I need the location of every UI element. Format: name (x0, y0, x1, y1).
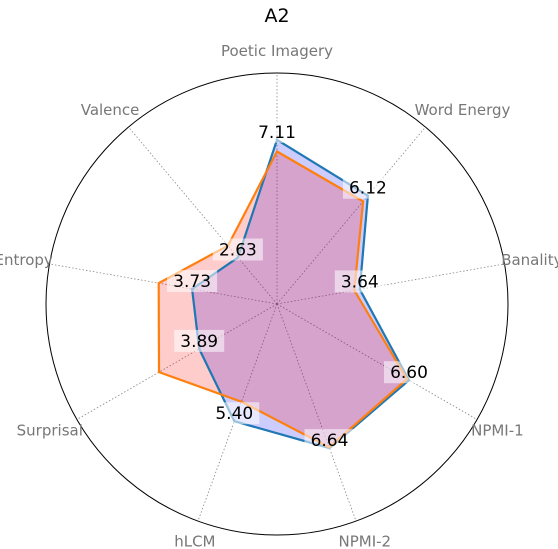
spoke-surprisal (76, 303, 278, 420)
value-label-poetic-imagery: 7.11 (252, 120, 302, 143)
chart-title: A2 (264, 5, 289, 27)
value-label-npmi-2: 6.64 (304, 429, 355, 452)
axis-label-npmi-1: NPMI-1 (471, 422, 524, 440)
series-2-line (157, 149, 409, 449)
series-2-area (158, 151, 407, 448)
value-label-box (252, 120, 302, 143)
value-label-text: 3.64 (341, 272, 379, 292)
value-label-box (334, 270, 385, 293)
value-label-entropy: 3.73 (167, 270, 218, 292)
value-label-text: 7.11 (258, 123, 296, 143)
axis-label-banality: Banality (501, 251, 558, 269)
value-label-box (342, 176, 393, 199)
value-labels: 7.11 6.12 3.64 6.60 6.64 5.40 3.89 3.73 2.63 (167, 120, 434, 452)
spoke-word-energy (276, 126, 426, 305)
axis-label-npmi-2: NPMI-2 (339, 533, 392, 549)
value-label-surprisal: 3.89 (174, 329, 225, 352)
spoke-entropy (49, 263, 278, 305)
value-label-text: 6.64 (311, 431, 349, 451)
series-1-area (192, 139, 409, 449)
value-label-hlcm: 5.40 (209, 402, 260, 425)
axis-label-poetic-imagery: Poetic Imagery (221, 42, 333, 60)
axis-label-word-energy: Word Energy (415, 101, 511, 119)
value-label-text: 3.73 (173, 272, 211, 292)
spoke-banality (276, 263, 505, 305)
value-label-text: 2.63 (219, 241, 257, 261)
value-label-box (384, 361, 434, 384)
spoke-npmi-2 (276, 303, 357, 522)
value-label-box (209, 402, 260, 425)
value-label-box (167, 270, 218, 292)
axis-label-hlcm: hLCM (174, 533, 215, 549)
spoke-npmi-1 (276, 303, 478, 420)
value-label-box (212, 238, 263, 261)
axis-label-valence: Valence (81, 101, 140, 119)
axis-label-surprisal: Surprisal (17, 422, 83, 440)
series-layer (157, 138, 411, 450)
value-label-banality: 3.64 (334, 270, 385, 293)
value-label-npmi-1: 6.60 (384, 361, 434, 384)
value-label-text: 6.60 (390, 363, 428, 383)
axis-label-entropy: Entropy (0, 251, 53, 269)
outer-circle-frame (45, 72, 509, 536)
value-label-valence: 2.63 (212, 238, 263, 261)
value-label-text: 3.89 (180, 332, 218, 352)
value-label-box (174, 329, 225, 352)
value-label-text: 6.12 (349, 179, 387, 199)
axis-labels: Poetic Imagery Word Energy Banality NPMI-1 N… (0, 42, 558, 549)
value-label-word-energy: 6.12 (342, 176, 393, 199)
spoke-valence (128, 126, 278, 305)
value-label-box (304, 429, 355, 452)
value-label-text: 5.40 (215, 404, 253, 424)
